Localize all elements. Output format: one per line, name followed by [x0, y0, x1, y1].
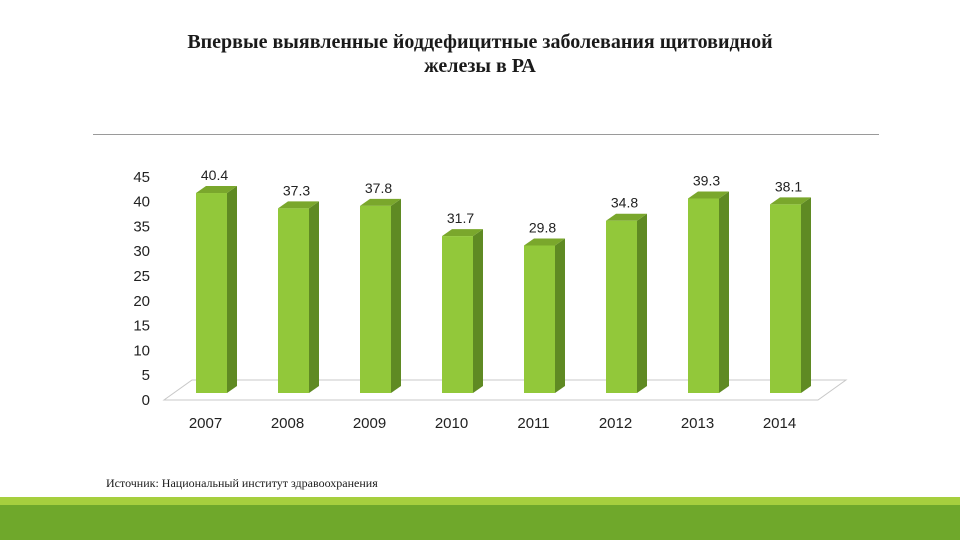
bar-top	[196, 186, 237, 194]
x-tick-label: 2013	[681, 415, 714, 432]
data-label: 31.7	[447, 210, 474, 226]
bar-side	[391, 198, 401, 393]
y-tick-label: 5	[142, 367, 150, 384]
title-divider	[93, 134, 879, 135]
y-tick-label: 10	[133, 342, 150, 359]
y-tick-label: 40	[133, 194, 150, 211]
bar-top	[606, 213, 647, 221]
slide-title: Впервые выявленные йоддефицитные заболев…	[187, 31, 773, 77]
bar-front	[360, 205, 391, 393]
bar	[442, 229, 483, 393]
bar	[606, 213, 647, 393]
data-label: 37.8	[365, 180, 392, 196]
bar-top	[688, 191, 729, 199]
y-tick-label: 45	[133, 169, 150, 186]
data-label: 38.1	[775, 178, 802, 194]
bar-top	[770, 197, 811, 205]
bar-top	[360, 198, 401, 206]
bar-front	[688, 198, 719, 393]
bar-front	[278, 208, 309, 393]
data-label: 29.8	[529, 219, 556, 235]
x-tick-label: 2007	[189, 415, 222, 432]
bar	[196, 186, 237, 393]
bar-front	[524, 245, 555, 393]
bar	[770, 197, 811, 393]
x-tick-label: 2009	[353, 415, 386, 432]
bar-side	[555, 238, 565, 393]
bar-top	[278, 201, 319, 209]
bar-side	[309, 201, 319, 393]
x-tick-label: 2011	[517, 415, 549, 432]
footer-band-light	[0, 497, 960, 505]
x-tick-label: 2008	[271, 415, 304, 432]
data-label: 34.8	[611, 195, 638, 211]
bar	[524, 238, 565, 393]
bar	[688, 191, 729, 393]
source-note: Источник: Национальный институт здравоох…	[106, 476, 378, 490]
chart-floor	[162, 379, 848, 401]
bar-front	[606, 220, 637, 393]
bar-side	[473, 229, 483, 393]
bar-top	[442, 229, 483, 237]
footer-band-dark	[0, 505, 960, 540]
data-label: 40.4	[201, 167, 228, 183]
x-tick-label: 2014	[763, 415, 796, 432]
x-tick-label: 2012	[599, 415, 632, 432]
bar-top	[524, 238, 565, 246]
y-tick-label: 30	[133, 243, 150, 260]
y-tick-label: 25	[133, 268, 150, 285]
bar-front	[196, 193, 227, 393]
bar-front	[442, 236, 473, 393]
x-tick-label: 2010	[435, 415, 468, 432]
y-tick-label: 20	[133, 293, 150, 310]
bar-side	[637, 213, 647, 393]
y-tick-label: 0	[142, 392, 150, 409]
y-tick-label: 15	[133, 318, 150, 335]
bar-side	[227, 186, 237, 393]
y-tick-label: 35	[133, 218, 150, 235]
bar-side	[719, 191, 729, 393]
data-label: 39.3	[693, 172, 720, 188]
bar-front	[770, 204, 801, 393]
bar	[278, 201, 319, 393]
bar	[360, 198, 401, 393]
bar-side	[801, 197, 811, 393]
data-label: 37.3	[283, 182, 310, 198]
